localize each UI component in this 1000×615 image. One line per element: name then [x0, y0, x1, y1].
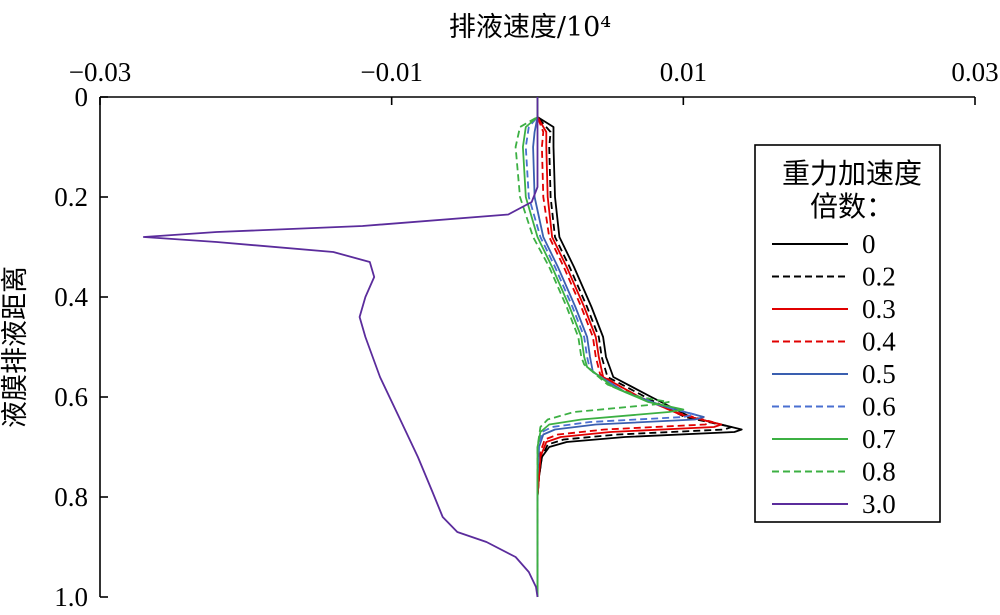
legend-box: [754, 144, 941, 523]
legend-label: 0.6: [862, 392, 896, 422]
series-line-0.2: [536, 97, 733, 597]
legend-title-line-1: 重力加速度: [782, 157, 922, 190]
x-tick-label: −0.03: [69, 57, 131, 87]
legend-label: 0: [862, 229, 876, 259]
series-layer: [142, 97, 743, 598]
legend-items: 00.20.30.40.50.60.70.83.0: [772, 229, 896, 519]
legend-label: 0.5: [862, 359, 896, 389]
legend-label: 0.3: [862, 294, 896, 324]
series-line-0.4: [536, 97, 714, 597]
y-tick-label: 0.4: [54, 282, 88, 312]
x-tick-label: 0.01: [660, 57, 707, 87]
y-tick-label: 0: [75, 82, 89, 112]
series-line-0.6: [524, 97, 696, 597]
x-tick-label: 0.03: [951, 57, 998, 87]
series-line-0: [536, 97, 743, 597]
legend-label: 0.4: [862, 327, 896, 357]
y-tick-label: 0.8: [54, 482, 88, 512]
series-line-0.3: [536, 97, 723, 597]
series-line-0.8: [514, 97, 670, 597]
y-tick-label: 0.2: [54, 182, 88, 212]
series-line-0.5: [532, 97, 705, 597]
x-tick-label: −0.01: [360, 57, 422, 87]
legend-label: 0.8: [862, 457, 896, 487]
y-tick-label: 0.6: [54, 382, 88, 412]
legend-title-line-2: 倍数：: [810, 190, 894, 223]
y-axis-title: 液膜排液距离: [0, 266, 31, 428]
x-axis-title: 排液速度/10⁴: [449, 12, 611, 43]
series-line-3.0: [142, 97, 539, 598]
legend-label: 0.2: [862, 262, 896, 292]
series-line-0.7: [522, 97, 685, 597]
legend-label: 0.7: [862, 424, 896, 454]
y-tick-label: 1.0: [54, 582, 88, 612]
legend-label: 3.0: [862, 489, 896, 519]
